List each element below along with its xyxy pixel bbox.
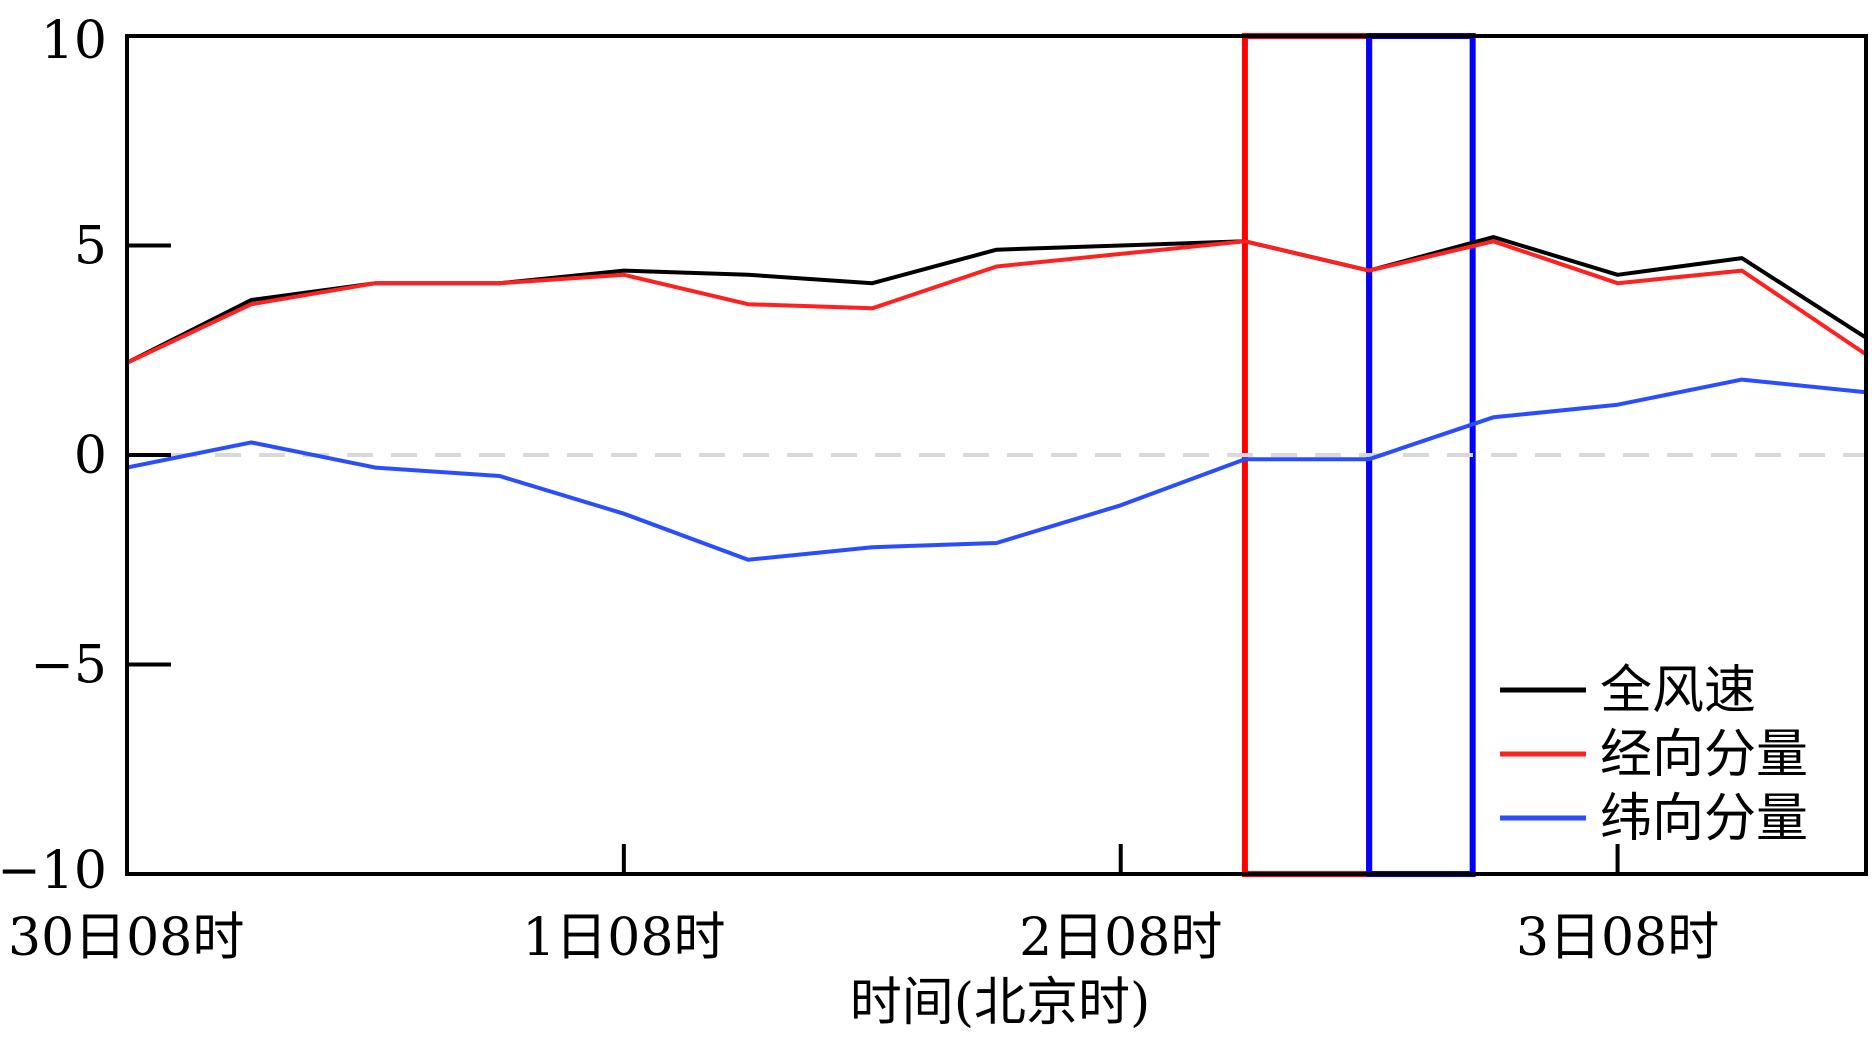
highlight-box-1	[1241, 33, 1373, 877]
y-tick-label: 0	[74, 426, 107, 486]
series-line-2	[126, 239, 1868, 365]
y-tick-label: 10	[41, 11, 107, 71]
x-tick-label: 3日08时	[1516, 908, 1719, 968]
legend-label: 全风速	[1600, 661, 1756, 721]
x-tick-label: 2日08时	[1019, 908, 1222, 968]
x-tick-label: 1日08时	[522, 908, 725, 968]
x-axis: 30日08时 1日08时 2日08时 3日08时	[8, 844, 1719, 968]
legend-label: 纬向分量	[1600, 789, 1808, 849]
y-tick-label: −5	[30, 636, 107, 696]
x-tick-label: 30日08时	[8, 908, 244, 968]
series-line-1	[126, 235, 1868, 365]
x-axis-title: 时间(北京时)	[850, 973, 1151, 1033]
y-tick-label: 5	[74, 217, 107, 277]
legend-label: 经向分量	[1600, 725, 1808, 785]
series-line-3	[126, 377, 1867, 562]
series-lines	[126, 235, 1868, 562]
y-tick-label: −10	[0, 841, 107, 901]
y-axis: 10 5 0 −5 −10	[0, 11, 171, 901]
